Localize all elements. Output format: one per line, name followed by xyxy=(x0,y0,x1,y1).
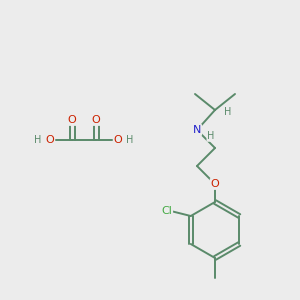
Text: H: H xyxy=(224,107,232,117)
Text: H: H xyxy=(207,131,215,141)
Text: O: O xyxy=(46,135,54,145)
Text: N: N xyxy=(193,125,201,135)
Text: Cl: Cl xyxy=(161,206,172,216)
Text: O: O xyxy=(114,135,122,145)
Text: H: H xyxy=(34,135,42,145)
Text: O: O xyxy=(92,115,100,125)
Text: O: O xyxy=(211,179,219,189)
Text: H: H xyxy=(126,135,134,145)
Text: O: O xyxy=(68,115,76,125)
